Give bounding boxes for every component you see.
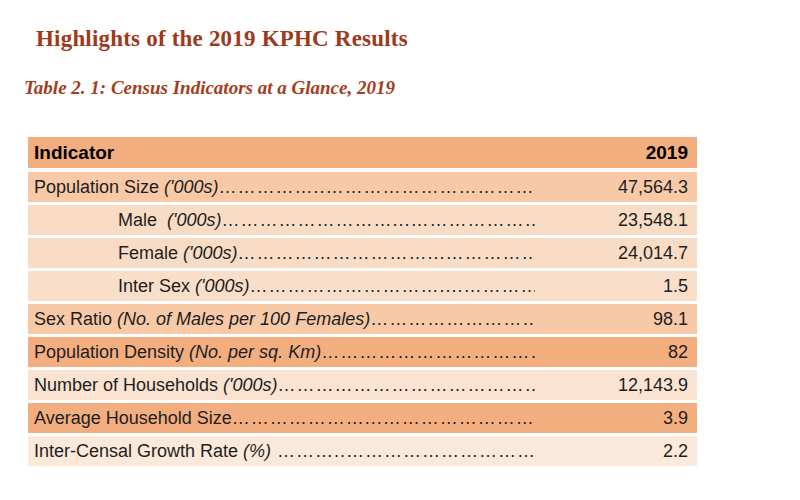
value-cell: 3.9 — [540, 403, 697, 433]
value-cell: 24,014.7 — [540, 238, 697, 268]
value-cell: 23,548.1 — [540, 205, 697, 235]
leader-dots: ……………………………………… — [321, 342, 535, 363]
leader-dots: ………..…………………………… — [271, 441, 535, 462]
leader-dots: ………………………...……………………… — [221, 210, 535, 231]
table-row: Population Size ('000s)……………..…………………………… — [28, 172, 697, 202]
indicator-note: (No. per sq. Km) — [184, 342, 321, 363]
indicator-cell: Male ('000s)………………………...……………………… — [28, 205, 535, 235]
leader-dots: …………………………....…………………… — [250, 276, 535, 297]
indicator-label: Female — [118, 243, 178, 264]
value-cell: 2.2 — [540, 436, 697, 466]
table-header-row: Indicator 2019 — [28, 137, 697, 168]
value-cell: 98.1 — [540, 304, 697, 334]
census-indicators-table: Indicator 2019 Population Size ('000s)……… — [28, 137, 697, 469]
indicator-cell: Inter-Censal Growth Rate (%) ………..………………… — [28, 436, 535, 466]
table-row: Average Household Size…………………...……………………… — [28, 403, 697, 433]
indicator-cell: Sex Ratio (No. of Males per 100 Females)… — [28, 304, 535, 334]
page-title: Highlights of the 2019 KPHC Results — [36, 26, 408, 52]
year-header-cell: 2019 — [540, 137, 697, 168]
value-cell: 12,143.9 — [540, 370, 697, 400]
indicator-note: ('000s) — [218, 375, 277, 396]
table-row: Inter Sex ('000s)…………………………....…………………… … — [28, 271, 697, 301]
indicator-label: Sex Ratio — [34, 309, 112, 330]
table-caption: Table 2. 1: Census Indicators at a Glanc… — [24, 77, 395, 99]
table-row: Number of Households ('000s)………………………………… — [28, 370, 697, 400]
indicator-label: Population Size — [34, 177, 159, 198]
leader-dots: …………………………………… — [278, 375, 535, 396]
indicator-note: (%) — [238, 441, 271, 462]
indicator-label: Number of Households — [34, 375, 218, 396]
leader-dots: …………………………...…………………… — [238, 243, 536, 264]
indicator-note: ('000s) — [190, 276, 249, 297]
indicator-label: Male — [118, 210, 157, 231]
indicator-cell: Inter Sex ('000s)…………………………....…………………… — [28, 271, 535, 301]
table-row: Inter-Censal Growth Rate (%) ………..………………… — [28, 436, 697, 466]
indicator-cell: Number of Households ('000s)………………………………… — [28, 370, 535, 400]
indicator-label: Population Density — [34, 342, 184, 363]
value-cell: 47,564.3 — [540, 172, 697, 202]
indicator-cell: Female ('000s)…………………………...…………………… — [28, 238, 535, 268]
table-row: Sex Ratio (No. of Males per 100 Females)… — [28, 304, 697, 334]
leader-dots: ……………..………………………………… — [219, 177, 535, 198]
indicator-note: ('000s) — [157, 210, 221, 231]
leader-dots: ……………………………… — [370, 309, 535, 330]
indicator-note: (No. of Males per 100 Females) — [112, 309, 370, 330]
indicator-note: ('000s) — [178, 243, 237, 264]
indicator-cell: Population Size ('000s)……………..…………………………… — [28, 172, 535, 202]
table-row: Female ('000s)…………………………...…………………… 24,0… — [28, 238, 697, 268]
indicator-cell: Population Density (No. per sq. Km)……………… — [28, 337, 535, 367]
value-cell: 82 — [540, 337, 697, 367]
value-cell: 1.5 — [540, 271, 697, 301]
leader-dots: …………………...…………………………… — [232, 408, 535, 429]
indicator-note: ('000s) — [159, 177, 218, 198]
indicator-label: Average Household Size — [34, 408, 232, 429]
indicator-header-cell: Indicator — [28, 137, 535, 168]
indicator-cell: Average Household Size…………………...……………………… — [28, 403, 535, 433]
table-row: Population Density (No. per sq. Km)……………… — [28, 337, 697, 367]
indicator-label: Inter-Censal Growth Rate — [34, 441, 238, 462]
table-row: Male ('000s)………………………...……………………… 23,548… — [28, 205, 697, 235]
indicator-label: Inter Sex — [118, 276, 190, 297]
